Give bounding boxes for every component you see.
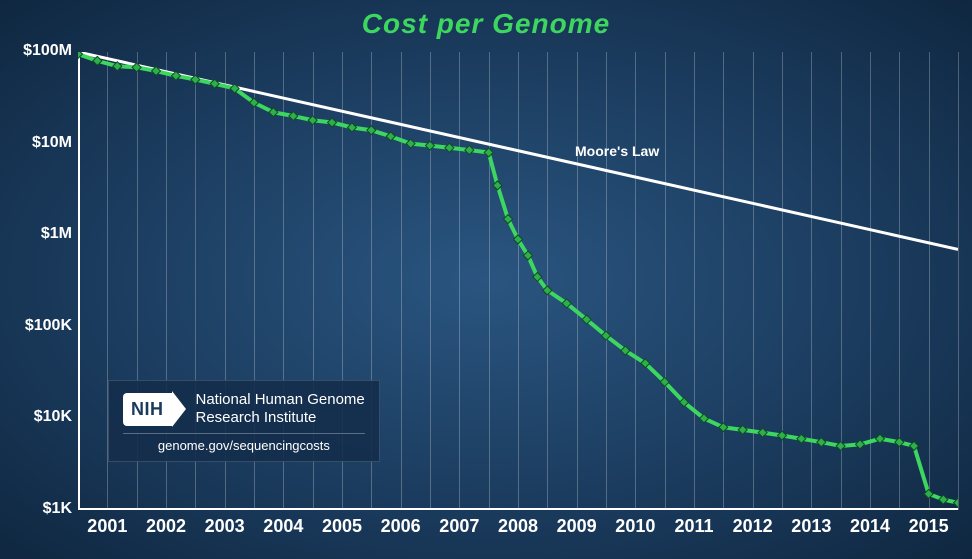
cost-series-marker bbox=[308, 116, 317, 125]
grid-line bbox=[958, 52, 959, 510]
cost-series-marker bbox=[484, 148, 493, 157]
y-axis-tick-label: $1K bbox=[43, 500, 72, 518]
cost-series-marker bbox=[289, 112, 298, 121]
cost-series-marker bbox=[836, 441, 845, 450]
y-axis-tick-label: $10K bbox=[34, 408, 72, 426]
nih-logo-box: NIH National Human Genome Research Insti… bbox=[108, 380, 380, 462]
cost-series-marker bbox=[778, 431, 787, 440]
cost-series-marker bbox=[426, 141, 435, 150]
nih-org-name: National Human Genome Research Institute bbox=[196, 391, 365, 427]
cost-series-marker bbox=[910, 441, 919, 450]
x-axis-tick-label: 2006 bbox=[381, 516, 421, 537]
cost-series-marker bbox=[856, 440, 865, 449]
cost-series-marker bbox=[738, 425, 747, 434]
x-axis-tick-label: 2009 bbox=[557, 516, 597, 537]
nih-org-line1: National Human Genome bbox=[196, 391, 365, 408]
x-axis-tick-label: 2004 bbox=[263, 516, 303, 537]
y-axis-tick-label: $1M bbox=[41, 225, 72, 243]
x-axis-tick-label: 2011 bbox=[674, 516, 713, 537]
nih-badge: NIH bbox=[123, 391, 186, 427]
cost-series-marker bbox=[367, 126, 376, 135]
x-axis-tick-label: 2014 bbox=[850, 516, 890, 537]
x-axis-tick-label: 2012 bbox=[733, 516, 773, 537]
cost-series-marker bbox=[954, 498, 959, 507]
moores-law-label: Moore's Law bbox=[575, 143, 659, 159]
cost-series-marker bbox=[758, 428, 767, 437]
cost-series-marker bbox=[875, 434, 884, 443]
cost-series-marker bbox=[78, 52, 83, 59]
y-axis-tick-label: $100M bbox=[23, 42, 72, 60]
x-axis-tick-label: 2005 bbox=[322, 516, 362, 537]
cost-series-marker bbox=[797, 434, 806, 443]
nih-url: genome.gov/sequencingcosts bbox=[123, 433, 365, 453]
x-axis-tick-label: 2002 bbox=[146, 516, 186, 537]
x-axis-tick-label: 2008 bbox=[498, 516, 538, 537]
x-axis-tick-label: 2015 bbox=[909, 516, 949, 537]
nih-badge-text: NIH bbox=[123, 393, 172, 426]
cost-series-marker bbox=[328, 118, 337, 127]
nih-org-line2: Research Institute bbox=[196, 409, 317, 426]
cost-series-marker bbox=[465, 146, 474, 155]
chart-title: Cost per Genome bbox=[0, 8, 972, 40]
x-axis-tick-label: 2013 bbox=[791, 516, 831, 537]
x-axis-tick-label: 2003 bbox=[205, 516, 245, 537]
chevron-right-icon bbox=[172, 391, 186, 427]
cost-series-marker bbox=[445, 143, 454, 152]
cost-series-marker bbox=[817, 438, 826, 447]
x-axis-tick-label: 2007 bbox=[439, 516, 479, 537]
x-axis-tick-label: 2001 bbox=[87, 516, 127, 537]
y-axis-tick-label: $10M bbox=[32, 134, 72, 152]
cost-series-marker bbox=[347, 123, 356, 132]
x-axis-tick-label: 2010 bbox=[615, 516, 655, 537]
y-axis-tick-label: $100K bbox=[25, 317, 72, 335]
cost-series-marker bbox=[493, 181, 502, 190]
cost-series-marker bbox=[895, 438, 904, 447]
